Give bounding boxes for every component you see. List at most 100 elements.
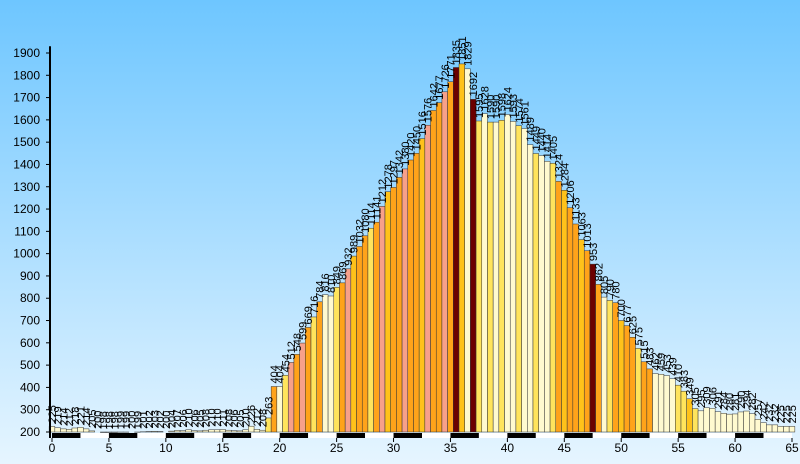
value-label: 225	[781, 405, 793, 423]
bar	[521, 128, 528, 433]
value-label: 1032	[354, 219, 366, 243]
value-label: 198	[98, 411, 110, 429]
bar	[640, 361, 648, 433]
distance-strip	[706, 433, 736, 438]
value-label: 199	[132, 411, 144, 429]
value-label: 214	[58, 408, 70, 426]
value-label: 210	[212, 408, 224, 426]
bar	[441, 91, 448, 433]
distance-strip	[80, 433, 109, 438]
bar	[743, 410, 750, 433]
distance-strip	[279, 433, 309, 438]
y-tick-label: 1900	[13, 46, 40, 60]
value-label: 210	[184, 408, 196, 426]
value-label: 206	[178, 409, 190, 427]
bar	[675, 384, 682, 433]
value-label: 1642	[428, 83, 440, 107]
bar	[225, 429, 232, 433]
y-tick-label: 1500	[13, 135, 40, 149]
value-label: 232	[770, 404, 782, 422]
value-label: 294	[741, 390, 753, 408]
value-label: 810	[326, 275, 338, 293]
value-label: 716	[309, 296, 321, 314]
x-tick-label: 60	[728, 441, 742, 455]
bar	[737, 411, 744, 433]
value-label: 202	[144, 410, 156, 428]
value-label: 203	[149, 410, 161, 428]
bar	[680, 390, 687, 433]
distance-strip	[422, 433, 451, 438]
value-label: 281	[730, 393, 742, 411]
bar	[430, 110, 437, 433]
value-label: 212	[252, 408, 264, 426]
value-label: 210	[206, 408, 218, 426]
value-label: 208	[201, 409, 213, 427]
value-label: 953	[588, 243, 600, 261]
y-tick-label: 1800	[13, 68, 40, 82]
value-label: 205	[235, 410, 247, 428]
bar	[470, 99, 477, 433]
bar	[606, 300, 613, 433]
value-label: 1576	[423, 98, 435, 122]
bar	[726, 413, 733, 433]
bar	[447, 81, 454, 433]
value-label: 1284	[559, 163, 571, 187]
distance-strip	[194, 433, 223, 438]
value-label: 1141	[371, 196, 383, 220]
distance-strip	[393, 433, 422, 438]
bar	[367, 227, 374, 433]
bar	[475, 120, 483, 433]
value-label: 225	[787, 405, 799, 423]
bar	[213, 429, 221, 433]
value-label: 1692	[468, 72, 480, 96]
bar	[407, 159, 414, 433]
bar	[424, 124, 431, 433]
bar	[583, 250, 591, 433]
value-label: 219	[53, 406, 65, 424]
bar	[498, 120, 505, 433]
value-label: 201	[138, 410, 150, 428]
value-label: 305	[690, 387, 702, 405]
bar	[293, 354, 300, 433]
value-label: 205	[87, 410, 99, 428]
bar	[595, 284, 602, 433]
distance-strip	[251, 433, 280, 438]
value-label: 200	[127, 411, 139, 429]
bar	[612, 302, 619, 433]
bar	[731, 413, 739, 433]
bar	[379, 206, 386, 433]
value-label: 198	[104, 411, 116, 429]
bar	[783, 426, 790, 433]
value-label: 200	[93, 411, 105, 429]
bar	[413, 153, 420, 433]
value-label: 1595	[474, 94, 486, 118]
distance-strip	[52, 433, 81, 438]
value-label: 816	[320, 273, 332, 291]
value-label: 226	[246, 405, 258, 423]
value-label: 206	[229, 409, 241, 427]
value-label: 1574	[514, 98, 526, 122]
value-label: 202	[155, 410, 167, 428]
distance-strip	[108, 433, 138, 438]
bar	[504, 114, 511, 433]
value-label: 1590	[485, 95, 497, 119]
bar	[509, 121, 517, 433]
value-label: 284	[719, 392, 731, 410]
value-label: 1726	[440, 64, 452, 88]
bar	[527, 144, 534, 433]
bar	[168, 430, 175, 433]
x-tick-label: 40	[501, 441, 515, 455]
value-label: 280	[724, 393, 736, 411]
value-label: 218	[70, 407, 82, 425]
value-label: 515	[639, 340, 651, 358]
bar	[555, 181, 562, 433]
value-label: 232	[764, 404, 776, 422]
bar	[771, 424, 779, 433]
bar	[515, 125, 522, 433]
value-label: 1405	[548, 136, 560, 160]
value-label: 784	[315, 280, 327, 298]
value-label: 205	[195, 410, 207, 428]
value-label: 1450	[411, 126, 423, 150]
value-label: 862	[593, 263, 605, 281]
